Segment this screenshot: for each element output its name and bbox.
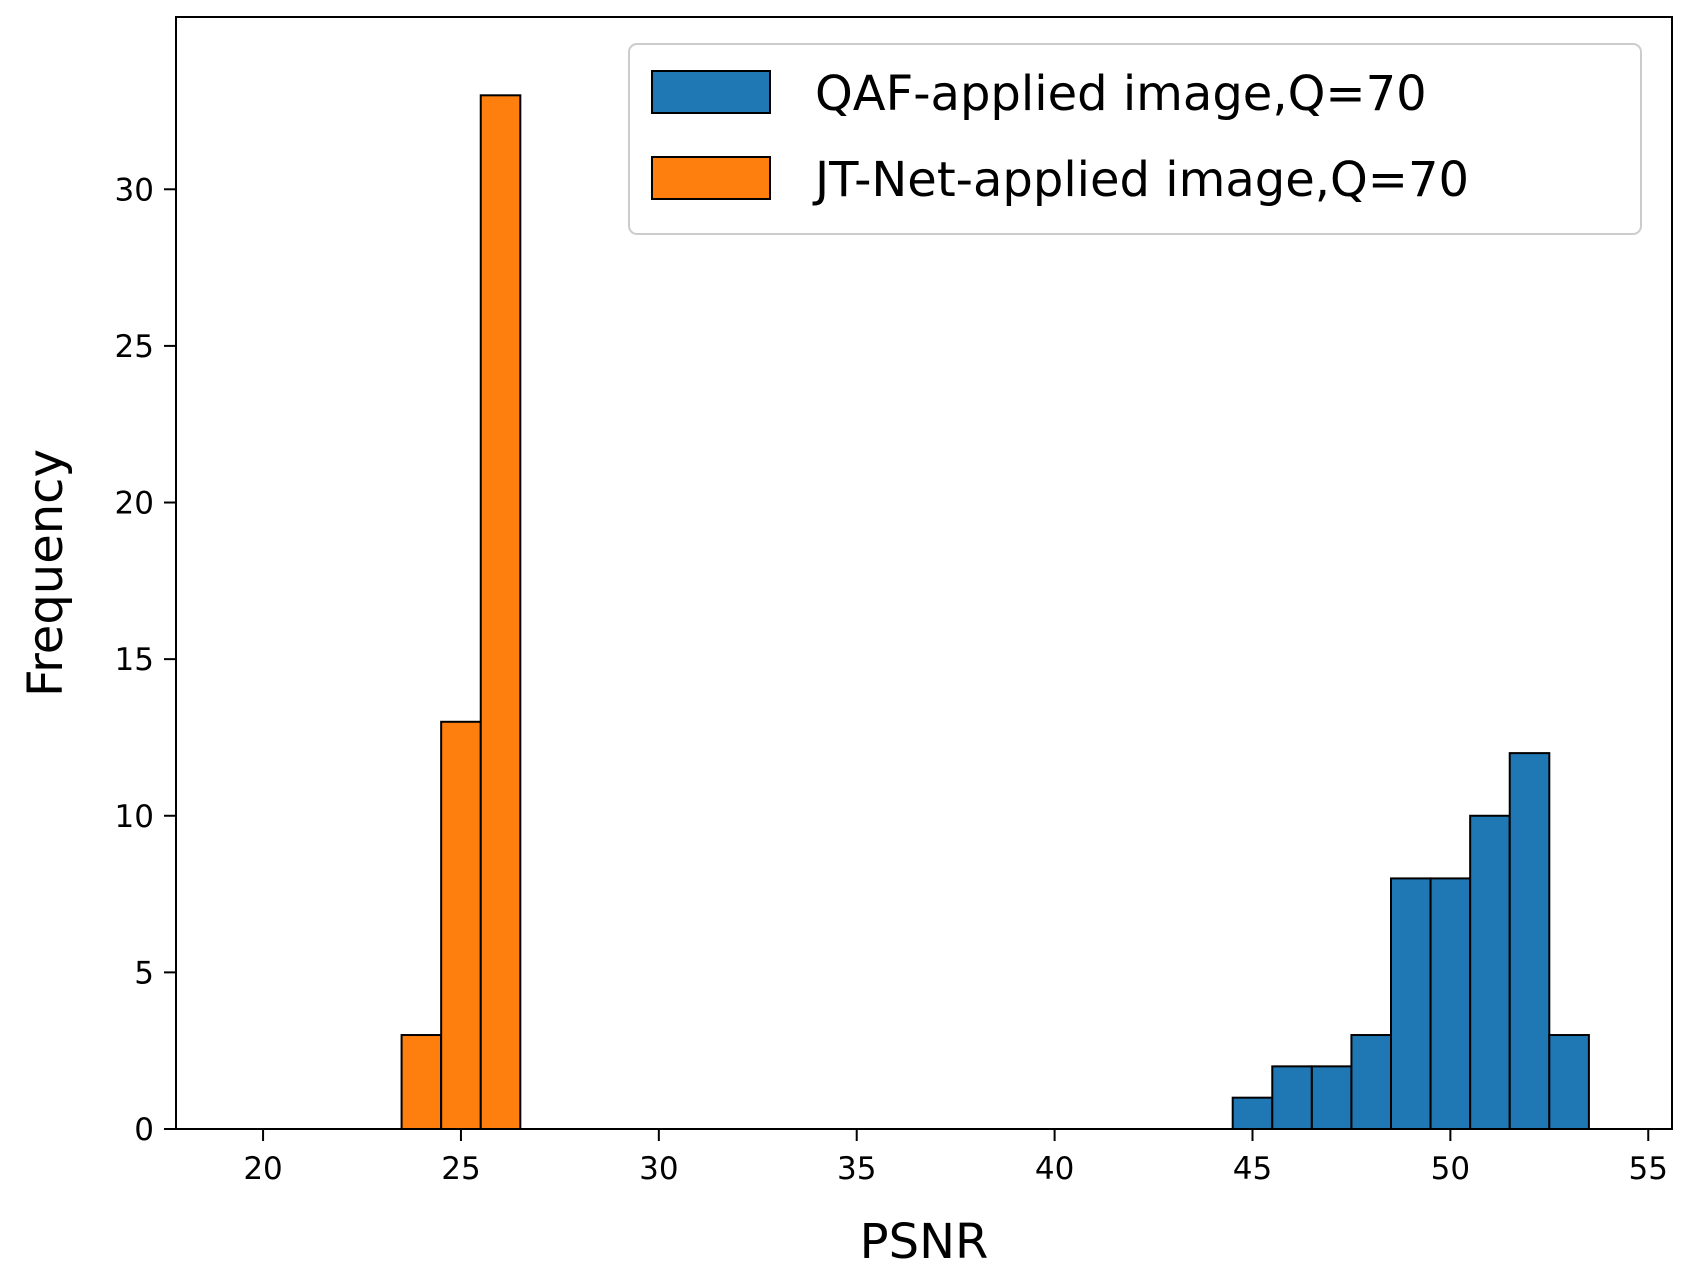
bars-layer (400, 94, 1590, 1131)
x-axis: 20 25 30 35 40 45 50 55 (243, 1129, 1668, 1187)
x-tick-label: 55 (1629, 1151, 1668, 1187)
bar-qaf-5 (1429, 877, 1472, 1130)
legend-label-qaf: QAF-applied image,Q=70 (815, 66, 1427, 122)
x-tick-label: 30 (639, 1151, 678, 1187)
y-tick-label: 25 (115, 329, 154, 365)
x-tick-label: 40 (1035, 1151, 1074, 1187)
bar-qaf-4 (1390, 877, 1432, 1130)
bar-jtnet-4 (400, 1034, 443, 1131)
y-tick-label: 0 (134, 1112, 154, 1148)
bar-qaf-3 (1350, 1034, 1393, 1131)
bar-qaf-0 (1231, 1096, 1274, 1130)
bar-qaf-7 (1508, 752, 1551, 1130)
y-tick-label: 30 (115, 172, 154, 208)
y-tick-label: 20 (115, 486, 154, 522)
x-tick-label: 25 (441, 1151, 480, 1187)
y-axis: 0 5 10 15 20 25 30 (115, 172, 176, 1148)
legend: QAF-applied image,Q=70 JT-Net-applied im… (628, 43, 1642, 235)
x-tick-label: 50 (1431, 1151, 1470, 1187)
bar-qaf-8 (1548, 1034, 1590, 1131)
y-axis-label: Frequency (18, 449, 74, 697)
plot-frame (175, 16, 1673, 1130)
bar-jtnet-5 (440, 720, 482, 1131)
x-tick-label: 35 (837, 1151, 876, 1187)
bar-qaf-2 (1310, 1065, 1353, 1131)
legend-swatch-qaf (651, 70, 771, 114)
x-tick-label: 45 (1233, 1151, 1272, 1187)
bar-qaf-1 (1271, 1065, 1313, 1131)
y-tick-label: 15 (115, 642, 154, 678)
bar-jtnet-6 (479, 94, 522, 1131)
y-tick-label: 5 (134, 955, 154, 991)
legend-label-jtnet: JT-Net-applied image,Q=70 (812, 152, 1469, 208)
legend-swatch-jtnet (651, 156, 771, 200)
y-tick-label: 10 (115, 799, 154, 835)
x-tick-label: 20 (243, 1151, 282, 1187)
bar-qaf-6 (1469, 814, 1511, 1130)
legend-frame (628, 43, 1642, 235)
x-axis-label: PSNR (860, 1214, 989, 1270)
